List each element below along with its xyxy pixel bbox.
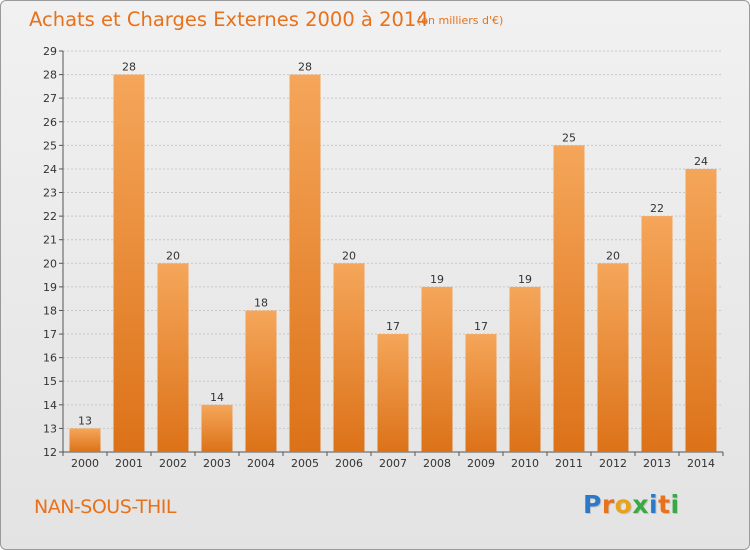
bar-value-label: 20: [606, 249, 620, 262]
x-tick-label: 2011: [555, 457, 583, 470]
bar-value-label: 25: [562, 131, 576, 144]
x-tick-label: 2001: [115, 457, 143, 470]
bar-value-label: 28: [122, 61, 136, 74]
bar-value-label: 24: [694, 155, 708, 168]
bar-value-label: 19: [430, 273, 444, 286]
logo-letter: t: [658, 490, 671, 519]
bar: [597, 263, 629, 452]
x-tick-label: 2006: [335, 457, 363, 470]
x-tick-label: 2013: [643, 457, 671, 470]
bar: [641, 216, 673, 452]
y-tick-label: 16: [43, 352, 57, 365]
bar-value-label: 17: [386, 320, 400, 333]
y-tick-label: 26: [43, 116, 57, 129]
y-tick-label: 19: [43, 281, 57, 294]
logo-letter: P: [583, 490, 602, 519]
labels: 13 2000 28 2001 20 2002 14 2003 18 2004 28 2005 20 20…: [71, 61, 715, 470]
logo-letter: x: [632, 490, 649, 519]
x-tick-label: 2012: [599, 457, 627, 470]
bar: [157, 263, 189, 452]
y-tick-label: 12: [43, 446, 57, 459]
x-tick-label: 2000: [71, 457, 99, 470]
y-tick-label: 29: [43, 45, 57, 58]
bar-value-label: 28: [298, 61, 312, 74]
y-tick-label: 27: [43, 92, 57, 105]
x-tick-label: 2005: [291, 457, 319, 470]
bar-value-label: 14: [210, 391, 224, 404]
bar-value-label: 20: [166, 249, 180, 262]
y-tick-label: 20: [43, 257, 57, 270]
x-tick-label: 2007: [379, 457, 407, 470]
y-tick-label: 25: [43, 139, 57, 152]
bar: [289, 74, 321, 453]
bar: [553, 145, 585, 452]
x-tick-label: 2010: [511, 457, 539, 470]
bar-value-label: 20: [342, 249, 356, 262]
y-tick-label: 28: [43, 69, 57, 82]
bar-value-label: 13: [78, 414, 92, 427]
bar: [465, 334, 497, 452]
bar: [509, 286, 541, 452]
logo-letter: i: [670, 490, 680, 519]
x-tick-label: 2014: [687, 457, 715, 470]
y-tick-label: 17: [43, 328, 57, 341]
x-tick-label: 2003: [203, 457, 231, 470]
bar-value-label: 18: [254, 296, 268, 309]
y-tick-label: 24: [43, 163, 57, 176]
y-tick-label: 23: [43, 187, 57, 200]
logo-letter: o: [614, 490, 633, 519]
logo-letter: i: [649, 490, 659, 519]
bar-value-label: 19: [518, 273, 532, 286]
y-tick-label: 18: [43, 304, 57, 317]
bar: [113, 74, 145, 453]
bars: [69, 74, 717, 453]
bar: [69, 428, 101, 452]
bar: [333, 263, 365, 452]
y-tick-label: 22: [43, 210, 57, 223]
y-tick-label: 13: [43, 422, 57, 435]
bar: [201, 404, 233, 452]
proxiti-logo: Proxiti: [583, 490, 680, 519]
chart-title: Achats et Charges Externes 2000 à 2014: [29, 8, 429, 31]
axes: 12 13 14 15 16 17 18 19 20 21 22 23 24 25 26 27 28 29: [43, 45, 724, 459]
bar: [685, 168, 717, 453]
y-tick-label: 14: [43, 399, 57, 412]
x-tick-label: 2008: [423, 457, 451, 470]
logo-letter: r: [601, 490, 615, 519]
x-tick-label: 2004: [247, 457, 275, 470]
y-tick-label: 15: [43, 375, 57, 388]
chart-unit: (en milliers d'€): [417, 14, 504, 27]
bar-value-label: 17: [474, 320, 488, 333]
x-tick-label: 2009: [467, 457, 495, 470]
x-tick-label: 2002: [159, 457, 187, 470]
bar: [377, 334, 409, 452]
y-tick-label: 21: [43, 234, 57, 247]
bar: [245, 310, 277, 452]
bar-value-label: 22: [650, 202, 664, 215]
commune-name: NAN-SOUS-THIL: [34, 496, 176, 518]
bar: [421, 286, 453, 452]
